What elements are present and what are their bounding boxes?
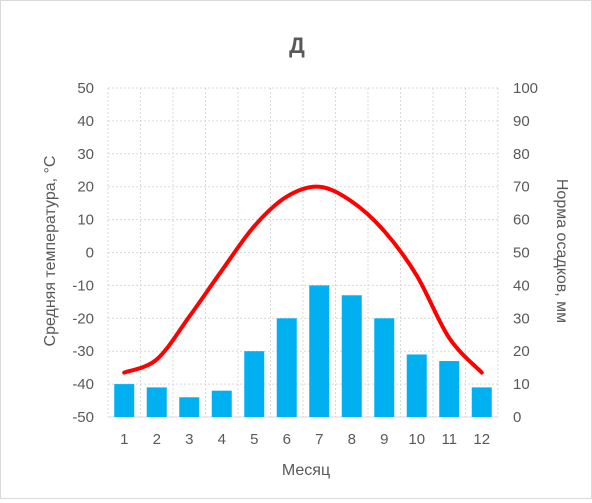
right-tick-label: 10 <box>513 376 530 393</box>
right-tick-label: 40 <box>513 277 530 294</box>
x-tick-label: 3 <box>185 431 193 448</box>
x-axis-title: Месяц <box>282 462 330 479</box>
left-tick-label: 40 <box>77 113 94 130</box>
x-tick-label: 5 <box>250 431 258 448</box>
precipitation-bar <box>146 387 167 417</box>
right-tick-label: 60 <box>513 212 530 229</box>
precipitation-bar <box>374 318 395 417</box>
x-tick-label: 4 <box>218 431 226 448</box>
precipitation-bar <box>341 295 362 417</box>
left-tick-label: -30 <box>72 343 94 360</box>
chart-title: Д <box>289 33 305 58</box>
left-tick-label: -20 <box>72 310 94 327</box>
left-tick-label: -10 <box>72 277 94 294</box>
left-tick-label: 10 <box>77 212 94 229</box>
left-tick-label: 20 <box>77 179 94 196</box>
x-tick-label: 6 <box>283 431 291 448</box>
precipitation-bar <box>309 285 330 417</box>
right-tick-label: 100 <box>513 80 538 97</box>
right-tick-label: 0 <box>513 409 521 426</box>
x-tick-label: 12 <box>473 431 490 448</box>
temperature-line-path <box>122 184 484 375</box>
right-tick-label: 30 <box>513 310 530 327</box>
precipitation-bar <box>471 387 492 417</box>
left-tick-label: -40 <box>72 376 94 393</box>
x-tick-label: 9 <box>380 431 388 448</box>
precipitation-bar <box>406 354 427 417</box>
left-tick-label: 0 <box>86 245 94 262</box>
gridlines <box>107 87 499 418</box>
left-tick-label: -50 <box>72 409 94 426</box>
right-tick-label: 70 <box>513 179 530 196</box>
right-tick-label: 90 <box>513 113 530 130</box>
right-axis-title: Норма осадков, мм <box>553 179 570 323</box>
precipitation-bar <box>211 390 232 417</box>
left-tick-label: 50 <box>77 80 94 97</box>
left-tick-label: 30 <box>77 146 94 163</box>
left-axis-ticks: 50 40 30 20 10 0 -10 -20 -30 -40 -50 <box>72 80 94 426</box>
precipitation-bar <box>276 318 297 417</box>
x-tick-label: 11 <box>441 431 457 448</box>
precipitation-bar <box>439 361 460 417</box>
temperature-line <box>122 184 484 375</box>
right-tick-label: 50 <box>513 245 530 262</box>
precipitation-bar <box>179 397 200 417</box>
x-tick-label: 8 <box>348 431 356 448</box>
precipitation-bar <box>244 351 265 417</box>
precipitation-bars <box>114 285 492 417</box>
right-tick-label: 20 <box>513 343 530 360</box>
left-axis-title: Средняя температура, °C <box>42 156 59 347</box>
precipitation-bar <box>114 384 135 417</box>
right-tick-label: 80 <box>513 146 530 163</box>
x-axis-ticks: 1 2 3 4 5 6 7 8 9 10 11 12 <box>120 431 490 448</box>
x-tick-label: 2 <box>153 431 161 448</box>
x-tick-label: 10 <box>408 431 425 448</box>
x-tick-label: 1 <box>120 431 128 448</box>
x-tick-label: 7 <box>315 431 323 448</box>
